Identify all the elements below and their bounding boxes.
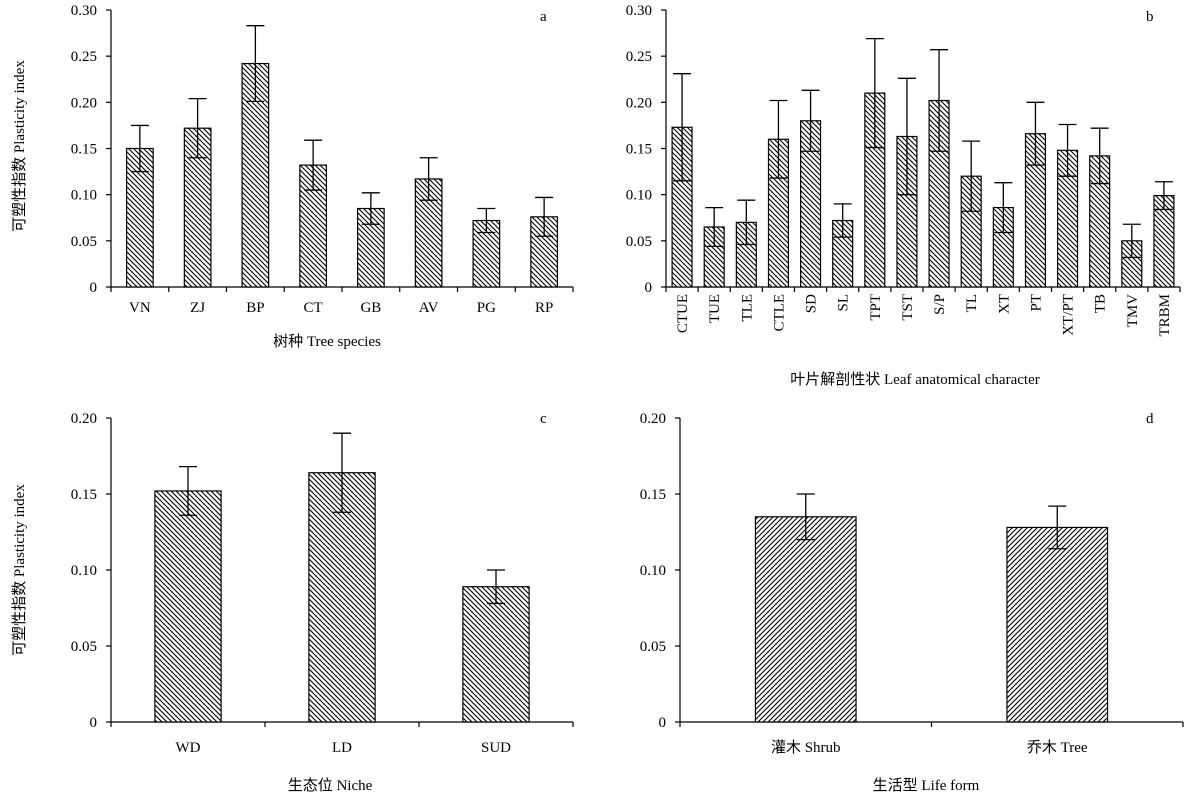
x-category-label: CTLE bbox=[771, 294, 787, 332]
panel-a-xlabel: 树种 Tree species bbox=[273, 333, 381, 350]
bar bbox=[530, 216, 559, 288]
x-category-label: SD bbox=[804, 294, 820, 313]
y-tick-label: 0.15 bbox=[626, 142, 652, 158]
x-category-label: TPT bbox=[868, 294, 884, 321]
y-tick-label: 0.05 bbox=[71, 639, 97, 655]
panel-c-letter: c bbox=[540, 411, 547, 427]
y-tick-label: 0.05 bbox=[626, 234, 652, 250]
y-tick-label: 0.20 bbox=[626, 95, 652, 111]
bar bbox=[754, 516, 857, 723]
x-category-label: XT/PT bbox=[1061, 294, 1077, 336]
y-tick-label: 0 bbox=[645, 280, 653, 296]
panel-a-ylabel: 可塑性指数 Plasticity index bbox=[11, 60, 28, 232]
x-category-label: CT bbox=[304, 300, 323, 316]
y-tick-label: 0.20 bbox=[640, 411, 666, 427]
panel-b-xlabel: 叶片解剖性状 Leaf anatomical character bbox=[790, 371, 1039, 388]
x-category-label: TRBM bbox=[1157, 294, 1173, 337]
x-category-label: SL bbox=[836, 294, 852, 312]
panel-c-ylabel: 可塑性指数 Plasticity index bbox=[11, 484, 28, 656]
x-category-label: PG bbox=[477, 300, 496, 316]
y-tick-label: 0.20 bbox=[71, 411, 97, 427]
y-tick-label: 0 bbox=[90, 715, 98, 731]
panel-a-letter: a bbox=[540, 9, 547, 25]
x-category-label: ZJ bbox=[190, 300, 205, 316]
bar bbox=[1006, 526, 1109, 723]
x-category-label: AV bbox=[419, 300, 439, 316]
y-tick-label: 0.15 bbox=[71, 142, 97, 158]
x-category-label: XT bbox=[996, 294, 1012, 314]
x-category-label: TST bbox=[900, 294, 916, 321]
x-category-label: VN bbox=[129, 300, 151, 316]
y-tick-label: 0.15 bbox=[640, 487, 666, 503]
x-category-label: TMV bbox=[1125, 294, 1141, 328]
x-category-label: S/P bbox=[932, 294, 948, 315]
y-tick-label: 0.05 bbox=[640, 639, 666, 655]
x-category-label: LD bbox=[332, 740, 352, 756]
y-tick-label: 0.10 bbox=[626, 188, 652, 204]
y-tick-label: 0.10 bbox=[71, 563, 97, 579]
panel-d-chart: d 生活型 Life form 0 0.05 0.10 0.15 0.20 灌木 Shru… bbox=[640, 411, 1184, 794]
y-tick-label: 0.30 bbox=[626, 3, 652, 19]
panel-c-chart: c 生态位 Niche 可塑性指数 Plasticity index 0 0.05… bbox=[11, 411, 574, 794]
y-tick-label: 0.15 bbox=[71, 487, 97, 503]
x-category-label: GB bbox=[360, 300, 381, 316]
x-category-label: RP bbox=[535, 300, 553, 316]
y-tick-label: 0.30 bbox=[71, 3, 97, 19]
panel-c-xlabel: 生态位 Niche bbox=[288, 777, 373, 794]
panel-d-xlabel: 生活型 Life form bbox=[873, 777, 980, 794]
y-tick-label: 0.10 bbox=[71, 188, 97, 204]
x-category-label: TUE bbox=[707, 294, 723, 323]
bar bbox=[308, 472, 376, 723]
panel-d-letter: d bbox=[1146, 411, 1154, 427]
x-category-label: PT bbox=[1028, 294, 1044, 312]
x-category-label: CTUE bbox=[675, 294, 691, 333]
x-category-label: 灌木 Shrub bbox=[771, 739, 841, 756]
panel-b-letter: b bbox=[1146, 9, 1154, 25]
bar bbox=[154, 490, 222, 723]
y-tick-label: 0.25 bbox=[71, 49, 97, 65]
y-tick-label: 0 bbox=[90, 280, 98, 296]
y-tick-label: 0.05 bbox=[71, 234, 97, 250]
bar bbox=[462, 586, 530, 723]
panel-a-chart: a 树种 Tree species 可塑性指数 Plasticity index… bbox=[11, 3, 574, 350]
x-category-label: TL bbox=[964, 294, 980, 312]
x-category-label: BP bbox=[246, 300, 264, 316]
y-tick-label: 0.25 bbox=[626, 49, 652, 65]
x-category-label: 乔木 Tree bbox=[1027, 739, 1088, 756]
y-tick-label: 0.10 bbox=[640, 563, 666, 579]
panel-b-chart: b 叶片解剖性状 Leaf anatomical character 0 0.05… bbox=[626, 3, 1181, 388]
x-category-label: SUD bbox=[481, 740, 511, 756]
x-category-label: WD bbox=[176, 740, 201, 756]
y-tick-label: 0 bbox=[659, 715, 667, 731]
x-category-label: TB bbox=[1093, 294, 1109, 313]
x-category-label: TLE bbox=[739, 294, 755, 322]
y-tick-label: 0.20 bbox=[71, 95, 97, 111]
